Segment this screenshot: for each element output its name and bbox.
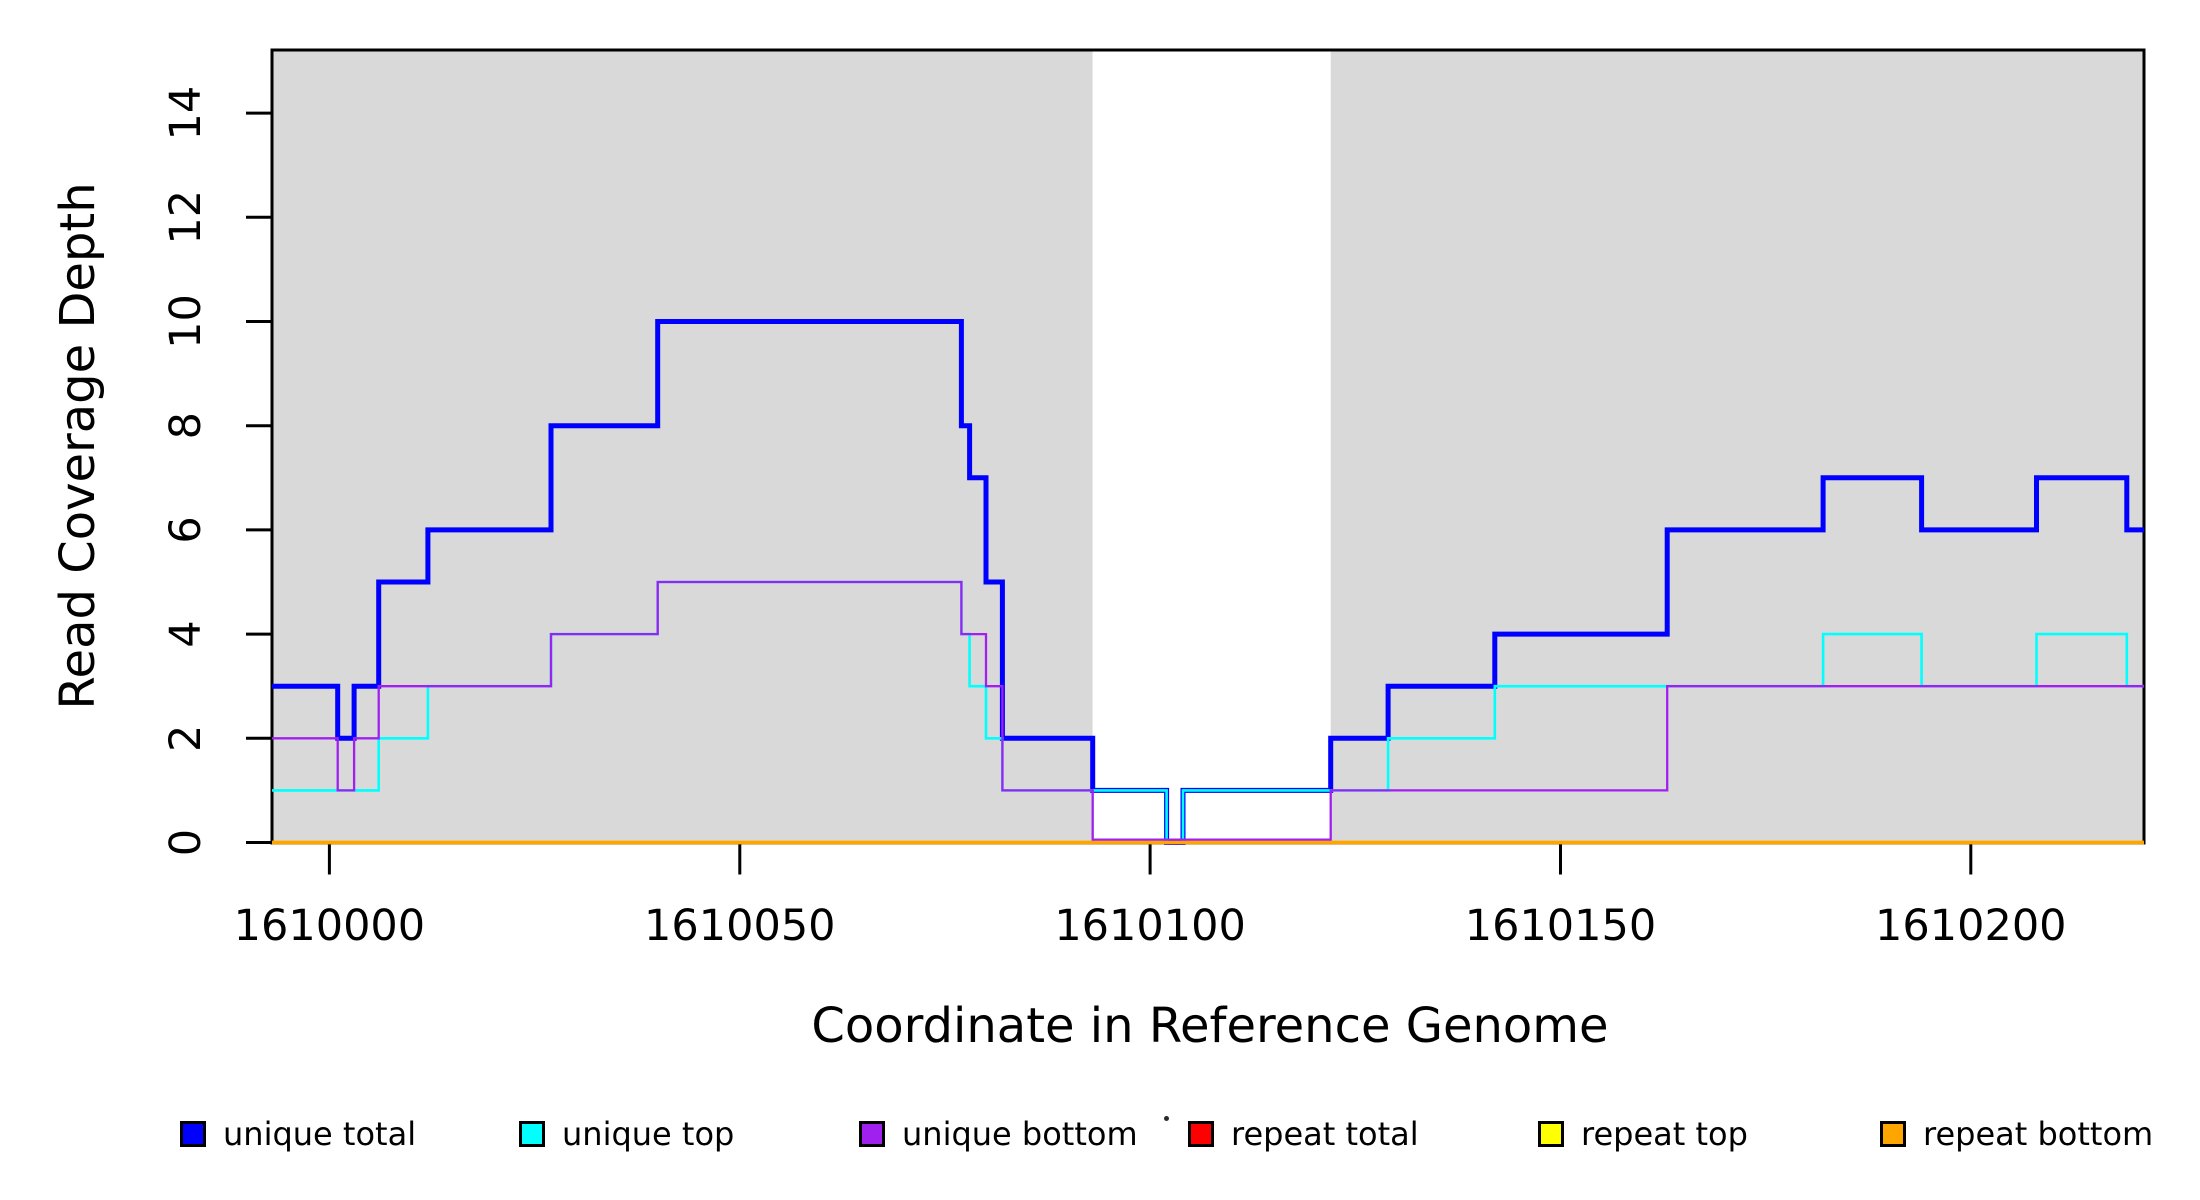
panel-shade-right bbox=[1330, 50, 2144, 843]
legend-swatch-unique-top bbox=[519, 1121, 545, 1147]
legend-swatch-repeat-bottom bbox=[1880, 1121, 1906, 1147]
legend-item-unique-total: unique total bbox=[180, 1118, 416, 1150]
legend-item-repeat-total: repeat total bbox=[1188, 1118, 1419, 1150]
legend-swatch-unique-total bbox=[180, 1121, 206, 1147]
y-tick-label: 8 bbox=[161, 412, 211, 439]
series-unique-bottom bbox=[272, 580, 2144, 844]
legend-label-unique-total: unique total bbox=[223, 1115, 417, 1153]
legend-label-repeat-top: repeat top bbox=[1581, 1115, 1748, 1153]
y-tick-label: 4 bbox=[161, 620, 211, 647]
y-tick-label: 14 bbox=[161, 86, 211, 141]
legend-label-unique-top: unique top bbox=[562, 1115, 735, 1153]
x-tick-label: 1610000 bbox=[234, 901, 426, 951]
legend-swatch-repeat-top bbox=[1538, 1121, 1564, 1147]
x-tick-label: 1610100 bbox=[1054, 901, 1246, 951]
legend-swatch-unique-bottom bbox=[859, 1121, 885, 1147]
y-tick-label: 10 bbox=[161, 294, 211, 349]
legend-label-unique-bottom: unique bottom bbox=[902, 1115, 1138, 1153]
highlight-band bbox=[1092, 50, 1331, 843]
x-tick-label: 1610200 bbox=[1875, 901, 2067, 951]
y-axis-title: Read Coverage Depth bbox=[50, 182, 106, 710]
legend-swatch-repeat-total bbox=[1188, 1121, 1214, 1147]
series-unique-total bbox=[272, 319, 2144, 845]
x-axis-title: Coordinate in Reference Genome bbox=[811, 998, 1609, 1054]
y-tick-label: 6 bbox=[161, 516, 211, 543]
panel-shade-left bbox=[272, 50, 1093, 843]
legend-label-repeat-total: repeat total bbox=[1231, 1115, 1419, 1153]
legend-item-unique-top: unique top bbox=[519, 1118, 734, 1150]
legend-label-repeat-bottom: repeat bottom bbox=[1923, 1115, 2154, 1153]
legend-item-unique-bottom: unique bottom bbox=[859, 1118, 1138, 1150]
x-tick-label: 1610150 bbox=[1465, 901, 1657, 951]
y-tick-label: 12 bbox=[161, 190, 211, 245]
legend-item-repeat-bottom: repeat bottom bbox=[1880, 1118, 2153, 1150]
stray-dot-artifact bbox=[1164, 1116, 1169, 1121]
legend-item-repeat-top: repeat top bbox=[1538, 1118, 1748, 1150]
x-tick-label: 1610050 bbox=[644, 901, 836, 951]
y-tick-label: 2 bbox=[161, 725, 211, 752]
y-tick-label: 0 bbox=[161, 829, 211, 856]
